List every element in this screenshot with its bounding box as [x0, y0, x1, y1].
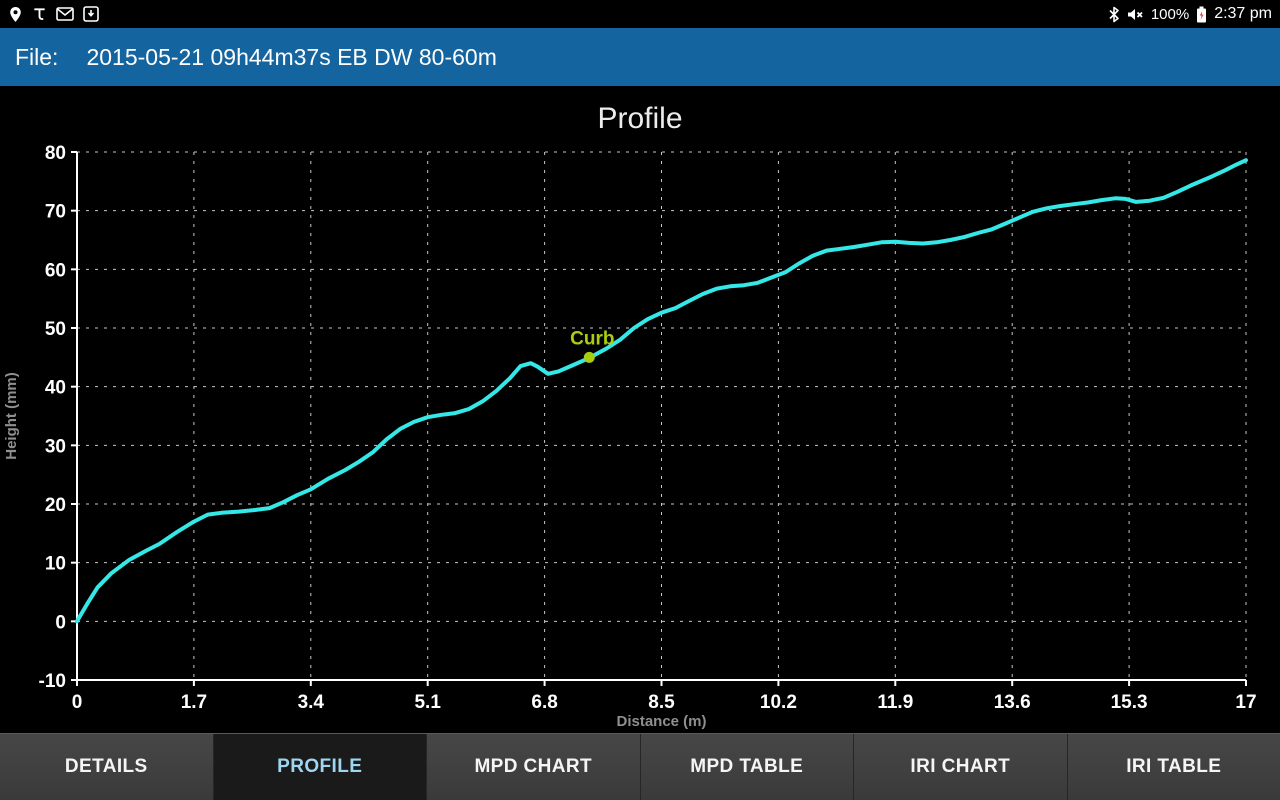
svg-text:17: 17 — [1235, 692, 1256, 713]
svg-text:0: 0 — [72, 692, 83, 713]
tab-bar: DETAILS PROFILE MPD CHART MPD TABLE IRI … — [0, 733, 1280, 800]
svg-text:0: 0 — [55, 612, 66, 633]
status-icons-right: 100% 2:37 pm — [1108, 5, 1272, 23]
file-label: File: — [15, 43, 59, 70]
svg-text:11.9: 11.9 — [877, 692, 913, 713]
svg-text:30: 30 — [45, 436, 66, 457]
bluetooth-icon — [1109, 6, 1119, 22]
svg-text:Height (mm): Height (mm) — [3, 372, 20, 460]
svg-text:10.2: 10.2 — [760, 692, 797, 713]
svg-text:-10: -10 — [39, 671, 66, 692]
file-header: File: 2015-05-21 09h44m37s EB DW 80-60m — [0, 28, 1280, 86]
svg-text:6.8: 6.8 — [531, 692, 557, 713]
tab-iri-table[interactable]: IRI TABLE — [1067, 734, 1280, 800]
tab-iri-chart[interactable]: IRI CHART — [854, 734, 1068, 800]
svg-text:20: 20 — [45, 495, 66, 516]
svg-text:40: 40 — [45, 378, 66, 399]
profile-chart[interactable]: 0 1.7 3.4 5.1 6.8 8.5 10.2 11.9 13.6 15.3 17 -10 0 10… — [0, 86, 1280, 733]
tab-profile[interactable]: PROFILE — [213, 734, 427, 800]
profile-chart-canvas[interactable]: 0 1.7 3.4 5.1 6.8 8.5 10.2 11.9 13.6 15.3 17 -10 0 10… — [0, 86, 1280, 733]
file-name: 2015-05-21 09h44m37s EB DW 80-60m — [86, 43, 497, 70]
mail-icon — [56, 7, 74, 21]
status-bar[interactable]: 100% 2:37 pm — [0, 0, 1280, 28]
volume-muted-icon — [1127, 8, 1143, 20]
svg-text:5.1: 5.1 — [414, 692, 441, 713]
svg-text:60: 60 — [45, 260, 66, 281]
location-icon — [10, 6, 21, 22]
tab-mpd-chart[interactable]: MPD CHART — [427, 734, 641, 800]
svg-text:Profile: Profile — [597, 102, 682, 135]
battery-icon — [1197, 6, 1207, 22]
svg-text:70: 70 — [45, 202, 66, 223]
svg-text:80: 80 — [45, 143, 66, 164]
svg-text:13.6: 13.6 — [994, 692, 1031, 713]
svg-text:50: 50 — [45, 319, 66, 340]
svg-text:1.7: 1.7 — [181, 692, 207, 713]
svg-text:3.4: 3.4 — [298, 692, 325, 713]
battery-percent: 100% — [1150, 5, 1190, 23]
tab-mpd-table[interactable]: MPD TABLE — [640, 734, 854, 800]
status-time: 2:37 pm — [1214, 5, 1272, 22]
screenshot-icon — [83, 6, 99, 22]
svg-text:Curb: Curb — [570, 328, 614, 349]
svg-text:15.3: 15.3 — [1111, 692, 1148, 713]
tab-details[interactable]: DETAILS — [0, 734, 214, 800]
svg-text:8.5: 8.5 — [648, 692, 675, 713]
svg-text:Distance (m): Distance (m) — [616, 713, 706, 730]
status-icons-left — [8, 6, 99, 23]
t-app-icon — [34, 8, 45, 20]
svg-text:10: 10 — [45, 554, 66, 575]
